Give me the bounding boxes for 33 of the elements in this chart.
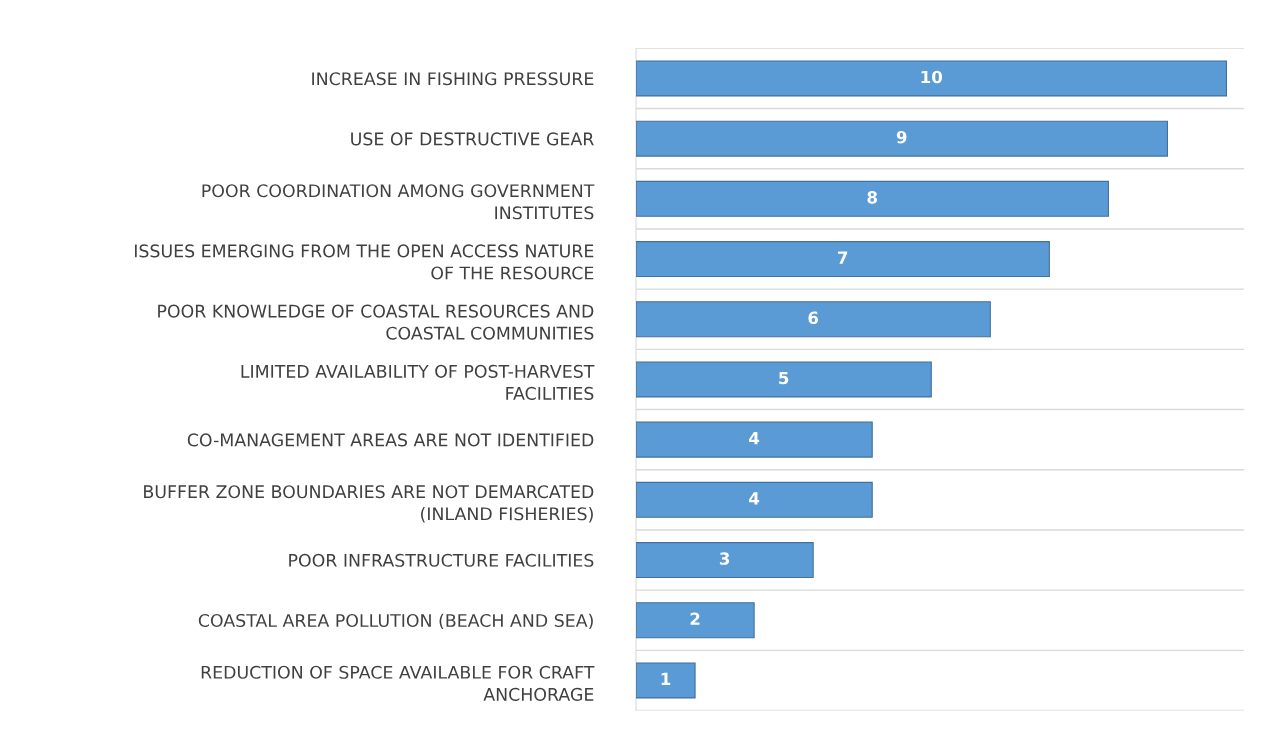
y-tick-label: COASTAL AREA POLLUTION (BEACH AND SEA) [198, 613, 593, 630]
data-label: 10 [921, 70, 943, 84]
y-tick-label: LIMITED AVAILABILITY OF POST-HARVEST FACILITIES [241, 364, 595, 400]
data-label: 5 [779, 371, 789, 385]
data-label: 6 [808, 311, 819, 325]
bar [636, 60, 1228, 97]
data-label: 7 [838, 251, 848, 264]
y-tick-label: POOR KNOWLEDGE OF COASTAL RESOURCES AND COASTAL COMMUNITIES [158, 304, 594, 340]
y-tick-label: CO-MANAGEMENT AREAS ARE NOT IDENTIFIED [187, 433, 594, 447]
data-label: 4 [749, 492, 760, 505]
data-label: 4 [749, 432, 760, 445]
data-label: 3 [719, 552, 730, 565]
bar [636, 301, 991, 338]
bar [636, 662, 696, 699]
bar [636, 120, 1168, 157]
y-tick-label: POOR COORDINATION AMONG GOVERNMENT INSTITUTES [202, 184, 595, 220]
y-tick-label: USE OF DESTRUCTIVE GEAR [351, 132, 594, 146]
y-tick-label: BUFFER ZONE BOUNDARIES ARE NOT DEMARCATED (INLAND FISHERIES) [144, 485, 594, 523]
y-tick-label: POOR INFRASTRUCTURE FACILITIES [289, 553, 594, 567]
data-label: 8 [867, 191, 877, 204]
data-label: 1 [661, 672, 671, 686]
y-tick-label: ISSUES EMERGING FROM THE OPEN ACCESS NATURE OF THE RESOURCE [135, 244, 594, 280]
bar [636, 361, 932, 398]
y-tick-label: INCREASE IN FISHING PRESSURE [312, 72, 594, 86]
bar [636, 180, 1109, 217]
bar [636, 542, 814, 579]
data-label: 2 [690, 612, 700, 625]
bar [636, 421, 873, 458]
bar [636, 602, 755, 639]
data-label: 9 [896, 130, 907, 144]
y-tick-label: REDUCTION OF SPACE AVAILABLE FOR CRAFT ANCHORAGE [201, 665, 595, 701]
bar [636, 241, 1050, 278]
bar [636, 481, 873, 518]
